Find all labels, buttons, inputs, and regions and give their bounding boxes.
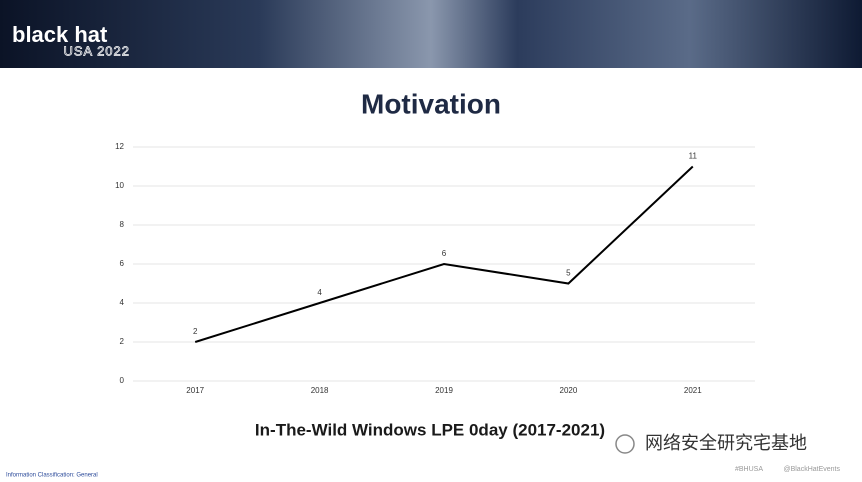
handle: @BlackHatEvents (783, 466, 840, 473)
y-tick-label: 0 (120, 376, 125, 385)
watermark: 网络安全研究宅基地 (645, 433, 807, 453)
x-tick-label: 2021 (684, 386, 702, 395)
y-tick-label: 2 (120, 337, 125, 346)
y-tick-label: 6 (120, 259, 125, 268)
data-label: 6 (442, 249, 447, 258)
x-tick-label: 2018 (311, 386, 329, 395)
slide-title: Motivation (361, 88, 501, 119)
y-tick-label: 4 (120, 298, 125, 307)
data-label: 5 (566, 269, 571, 278)
hashtag: #BHUSA (735, 466, 763, 473)
data-label: 2 (193, 327, 198, 336)
brand: black hat (12, 22, 108, 47)
chart-title: In-The-Wild Windows LPE 0day (2017-2021) (255, 420, 605, 439)
header-banner (0, 0, 862, 68)
y-tick-label: 8 (120, 220, 125, 229)
y-tick-label: 12 (115, 142, 124, 151)
data-label: 4 (317, 288, 322, 297)
x-tick-label: 2017 (186, 386, 204, 395)
y-tick-label: 10 (115, 181, 124, 190)
data-label: 11 (689, 152, 698, 161)
x-tick-label: 2020 (560, 386, 578, 395)
classification: Information Classification: General (6, 473, 98, 479)
edition: USA 2022 (63, 43, 130, 58)
x-tick-label: 2019 (435, 386, 453, 395)
line (194, 165, 694, 343)
wechat-icon (615, 434, 635, 454)
